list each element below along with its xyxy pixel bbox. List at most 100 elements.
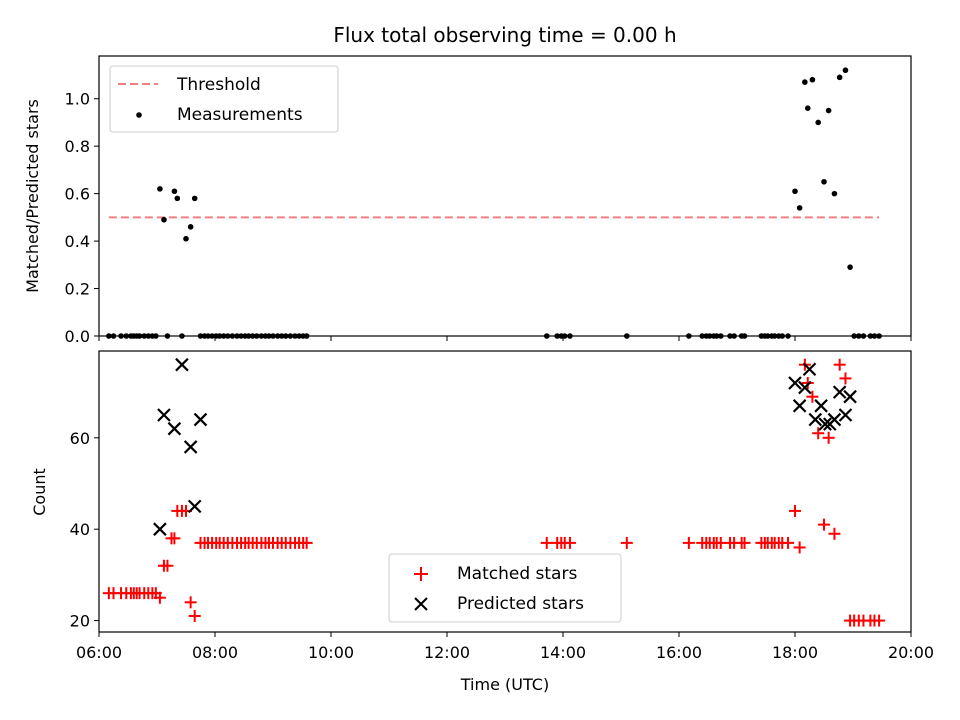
predicted-star-point	[167, 421, 182, 436]
measurement-point	[183, 235, 189, 242]
predicted-star-point	[832, 385, 847, 399]
cross-b	[792, 399, 807, 413]
measurement-point	[171, 188, 178, 195]
cross-b	[193, 412, 208, 427]
measurement-point	[157, 186, 163, 192]
bottom-plot-frame	[98, 350, 912, 633]
predicted-star-point	[838, 408, 853, 422]
top-panel: Flux total observing time = 0.00 h 0.0 0.…	[23, 23, 912, 346]
matched-star-point	[789, 504, 801, 517]
cross-b	[814, 399, 828, 413]
measurement-point	[809, 76, 816, 83]
matched-star-point	[806, 390, 819, 403]
cross-b	[818, 417, 832, 431]
predicted-star-point	[788, 376, 802, 390]
y-tick-label: 0.0	[65, 327, 90, 346]
legend-matched-swatch	[414, 567, 428, 581]
cross-b	[157, 408, 171, 422]
cross-b	[838, 408, 853, 422]
cross-b	[798, 380, 812, 395]
measurement-point	[825, 107, 832, 114]
matched-star-point	[822, 431, 835, 444]
bottom-legend: Matched stars Predicted stars	[388, 553, 622, 623]
bottom-panel: 20 40 60 06:00 08:00 10:00 12:00 14:00 16:00 18:0…	[30, 350, 934, 694]
matched-star-point	[738, 536, 751, 549]
predicted-star-point	[814, 399, 828, 413]
matched-star-point	[168, 532, 181, 545]
matched-star-point	[300, 536, 313, 549]
x-tick-label: 10:00	[308, 643, 354, 662]
matched-star-point	[540, 536, 553, 549]
matched-star-point	[184, 596, 197, 609]
cross-b	[802, 362, 817, 377]
predicted-star-point	[157, 408, 171, 422]
predicted-star-point	[798, 380, 812, 395]
predicted-star-point	[792, 399, 807, 413]
measurement-point	[831, 190, 838, 197]
predicted-star-point	[183, 440, 198, 454]
bottom-legend-box	[388, 553, 622, 623]
cross-b	[843, 389, 857, 404]
matched-star-point	[782, 536, 795, 549]
x-tick-label: 08:00	[192, 643, 238, 662]
measurement-point	[191, 195, 198, 202]
matched-star-point	[188, 610, 201, 623]
y-tick-label: 40	[70, 520, 90, 539]
cross-b	[827, 412, 842, 427]
bottom-axes: 20 40 60 06:00 08:00 10:00 12:00 14:00 16:00 18:0…	[70, 429, 934, 662]
top-plot-frame	[98, 55, 912, 337]
legend-threshold-label: Threshold	[176, 75, 261, 95]
predicted-star-point	[802, 362, 817, 377]
matched-star-point	[682, 536, 695, 549]
measurement-point	[174, 195, 181, 202]
measurement-point	[821, 178, 827, 185]
x-tick-label: 12:00	[424, 643, 470, 662]
matched-star-point	[801, 376, 814, 389]
predicted-star-point	[153, 522, 167, 536]
top-axes: 0.0 0.2 0.4 0.6 0.8 1.0	[65, 90, 912, 346]
cross-b	[832, 385, 847, 399]
matched-star-point	[828, 527, 841, 540]
matched-star-point	[812, 427, 825, 440]
y-tick-label: 20	[70, 612, 90, 631]
matched-star-point	[818, 518, 830, 531]
x-tick-label: 16:00	[656, 643, 702, 662]
predicted-star-point	[843, 389, 857, 404]
cross-b	[808, 412, 823, 427]
bottom-marks	[102, 357, 886, 627]
y-tick-label: 0.8	[65, 137, 90, 156]
matched-star-point	[620, 536, 633, 549]
x-tick-label: 20:00	[888, 643, 934, 662]
matched-star-point	[873, 614, 886, 627]
cross-b	[183, 440, 198, 454]
matched-star-point	[563, 536, 576, 549]
matched-star-point	[161, 559, 174, 572]
y-tick-label: 0.4	[65, 232, 90, 251]
top-legend-box	[109, 65, 339, 133]
measurement-point	[804, 105, 811, 112]
matched-star-point	[153, 591, 166, 604]
x-tick-label: 18:00	[772, 643, 818, 662]
bottom-y-axis-label: Count	[30, 468, 49, 516]
predicted-star-point	[175, 357, 189, 372]
legend-matched-label: Matched stars	[457, 564, 577, 584]
measurement-point	[802, 79, 808, 85]
x-tick-label: 14:00	[540, 643, 586, 662]
predicted-star-point	[808, 412, 823, 427]
matched-star-point	[793, 541, 806, 554]
cross-b	[187, 499, 202, 514]
y-tick-label: 1.0	[65, 90, 90, 109]
cross-b	[167, 421, 182, 436]
matched-star-point	[839, 372, 852, 385]
legend-measurements-swatch	[136, 112, 142, 118]
predicted-star-point	[827, 412, 842, 427]
top-legend: Threshold Measurements	[109, 65, 339, 133]
measurement-point	[815, 119, 821, 126]
cross-b	[153, 522, 167, 536]
cross-b	[788, 376, 802, 390]
predicted-star-point	[818, 417, 832, 431]
chart-title: Flux total observing time = 0.00 h	[333, 23, 676, 47]
legend-predicted-swatch	[414, 597, 428, 611]
matched-star-point	[833, 358, 846, 371]
